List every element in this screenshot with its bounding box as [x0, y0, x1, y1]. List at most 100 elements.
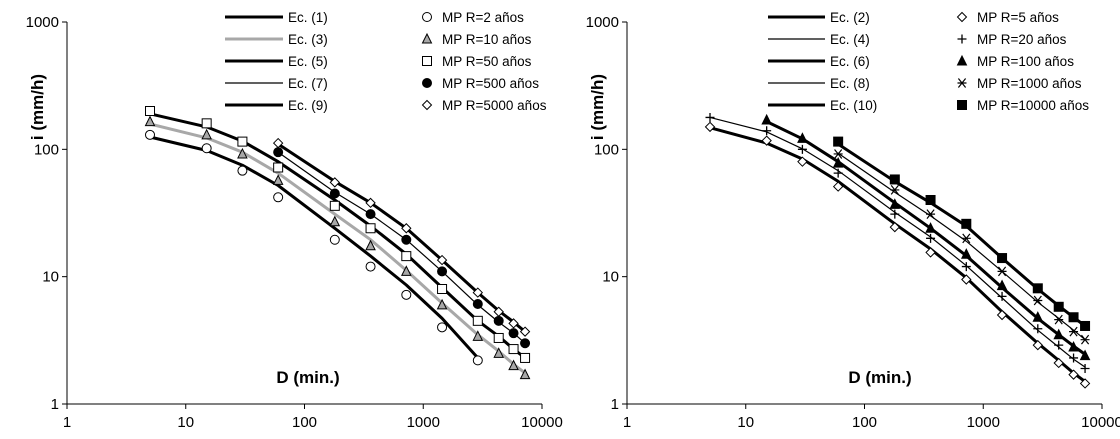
legend-marker-label: MP R=2 años	[442, 10, 524, 25]
data-point	[1054, 340, 1064, 350]
data-point	[273, 162, 284, 173]
data-point	[1033, 324, 1043, 334]
data-point	[1053, 301, 1064, 312]
data-point	[832, 181, 844, 192]
data-point	[472, 355, 483, 366]
data-point	[493, 347, 505, 358]
legend-marker-swatch	[957, 100, 967, 110]
data-point	[519, 368, 531, 380]
data-point	[144, 115, 156, 127]
x-tick-label: 10000	[521, 414, 563, 431]
x-tick-label: 1000	[967, 414, 1000, 431]
legend-marker-swatch	[957, 34, 967, 44]
y-tick-label: 1	[611, 396, 619, 413]
legend-marker-label: MP R=500 años	[442, 76, 539, 91]
legend-line-label: Ec. (10)	[830, 98, 877, 113]
data-point	[329, 215, 341, 227]
data-point	[997, 291, 1007, 301]
legend-marker-label: MP R=50 años	[442, 54, 532, 69]
data-point	[272, 137, 284, 149]
legend-marker-swatch	[956, 11, 968, 23]
data-point	[273, 147, 284, 158]
data-point	[889, 174, 900, 185]
data-point	[761, 135, 772, 146]
data-point	[508, 318, 519, 329]
series-3	[761, 113, 1091, 361]
y-tick-label: 10	[42, 269, 59, 286]
data-point	[961, 233, 971, 244]
data-point	[704, 121, 716, 133]
data-point	[401, 251, 412, 262]
series-5	[833, 136, 1091, 331]
series-2	[144, 115, 531, 380]
series-5	[272, 137, 531, 337]
legend-marker-swatch	[957, 78, 967, 88]
curve-4	[837, 152, 1086, 341]
x-axis-label: D (min.)	[276, 368, 339, 387]
data-point	[925, 195, 936, 206]
legend-marker-label: MP R=20 años	[977, 32, 1067, 47]
data-point	[508, 359, 519, 371]
y-tick-label: 10	[602, 269, 619, 286]
data-point	[1053, 328, 1065, 340]
legend-marker-swatch	[422, 78, 432, 88]
y-axis-label: i (mm/h)	[28, 74, 47, 140]
data-point	[833, 136, 844, 147]
data-point	[520, 352, 531, 363]
legend-marker-label: MP R=10000 años	[977, 98, 1089, 113]
data-point	[273, 192, 284, 203]
data-point	[1069, 353, 1079, 363]
legend-line-label: Ec. (2)	[830, 10, 870, 25]
data-point	[1080, 320, 1091, 331]
legend-marker-label: MP R=100 años	[977, 54, 1074, 69]
data-point	[329, 200, 340, 211]
data-point	[365, 209, 376, 220]
data-point	[961, 262, 971, 272]
data-point	[761, 113, 772, 125]
data-point	[1053, 357, 1064, 369]
chart-panel-2: 1 10 100 1000 1 10 100 1000 10000 i (mm/h) D (min.…	[586, 10, 1120, 431]
curve-1	[708, 126, 1087, 384]
data-point	[329, 188, 340, 199]
data-point	[437, 322, 448, 333]
legend-marker-label: MP R=5 años	[977, 10, 1059, 25]
data-point	[1080, 334, 1090, 345]
data-point	[472, 299, 483, 310]
curve-1	[148, 135, 480, 360]
series-3	[145, 106, 531, 363]
x-tick-label: 1	[63, 414, 71, 431]
data-point	[960, 248, 972, 259]
data-point	[925, 247, 936, 258]
data-point	[365, 223, 376, 234]
data-point	[797, 144, 807, 154]
x-tick-label: 1000	[407, 414, 440, 431]
data-point	[401, 234, 412, 245]
data-point	[508, 344, 519, 355]
data-point	[472, 315, 483, 326]
x-tick-label: 100	[292, 414, 317, 431]
legend-line-label: Ec. (5)	[288, 54, 328, 69]
data-point	[237, 165, 248, 176]
data-point	[493, 332, 504, 343]
y-tick-label: 1000	[586, 14, 619, 31]
data-point	[926, 233, 936, 243]
data-point	[833, 168, 843, 178]
x-tick-label: 10000	[1081, 414, 1120, 431]
data-point	[508, 328, 519, 339]
legend-marker-swatch	[421, 99, 433, 111]
data-point	[996, 309, 1008, 321]
legend-marker-label: MP R=1000 años	[977, 76, 1082, 91]
data-point	[400, 265, 412, 276]
data-point	[237, 136, 248, 147]
series-2	[705, 112, 1090, 374]
legend-marker-label: MP R=5000 años	[442, 98, 547, 113]
legend-marker-label: MP R=10 años	[442, 32, 532, 47]
data-point	[472, 330, 484, 341]
data-point	[237, 147, 248, 159]
data-point	[201, 143, 212, 154]
data-point	[1032, 283, 1043, 294]
x-tick-label: 10	[737, 414, 754, 431]
data-point	[201, 128, 212, 140]
y-tick-label: 100	[594, 141, 619, 158]
x-axis-label: D (min.)	[848, 368, 911, 387]
